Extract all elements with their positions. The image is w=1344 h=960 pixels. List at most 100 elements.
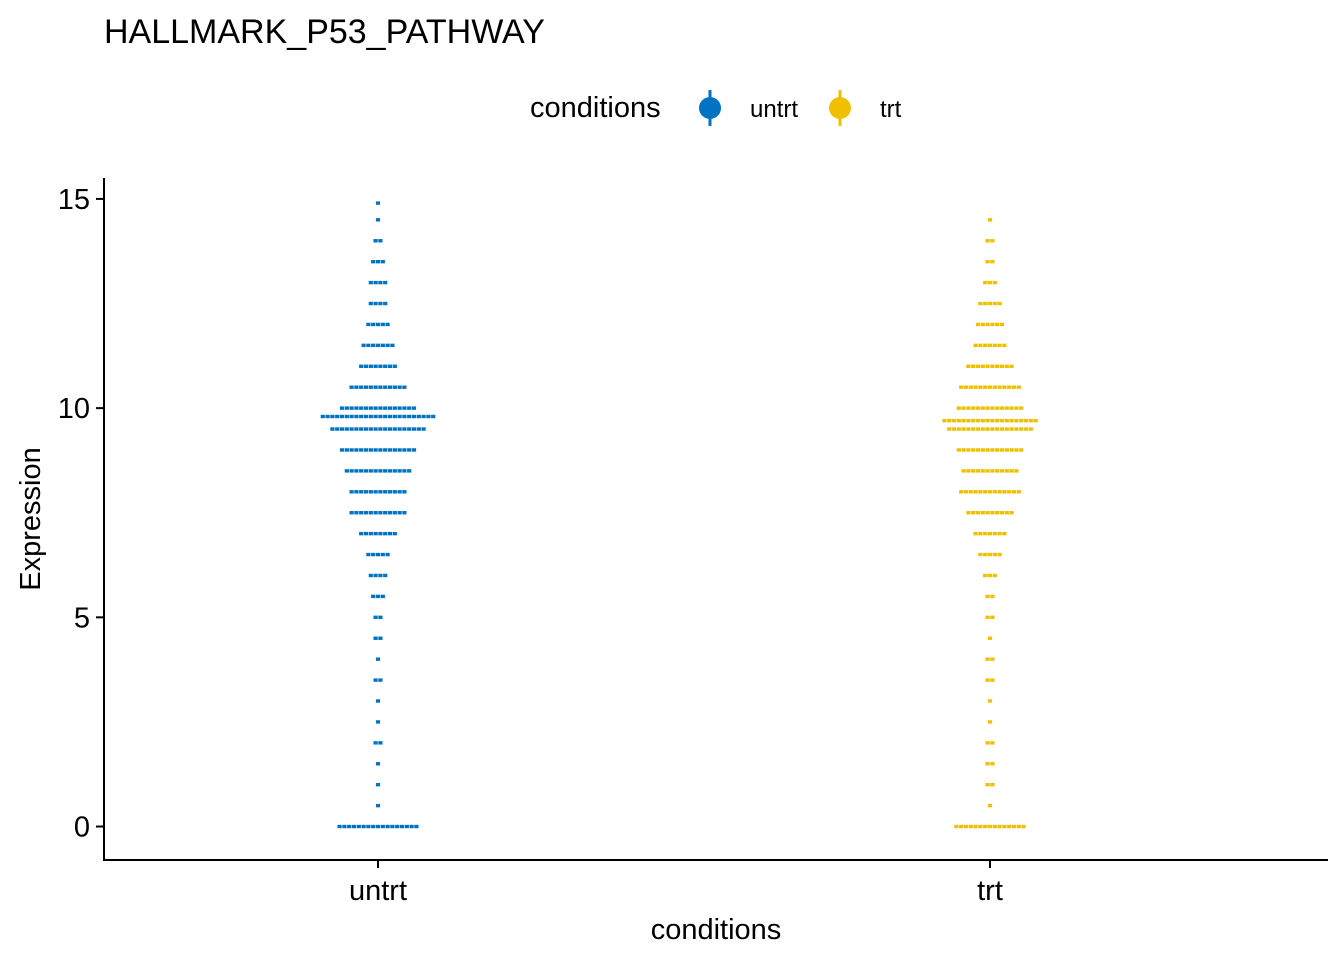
dot-trt <box>985 322 990 327</box>
dot-trt <box>956 427 961 431</box>
dot-untrt <box>397 406 402 410</box>
dot-untrt <box>359 490 364 494</box>
dot-untrt <box>371 552 376 557</box>
dot-untrt <box>363 364 369 368</box>
dot-untrt <box>378 427 383 431</box>
dot-trt <box>999 418 1005 423</box>
dot-trt <box>1011 490 1017 494</box>
dot-trt <box>1014 448 1019 452</box>
dot-untrt <box>359 406 364 410</box>
x-tick-label: trt <box>977 875 1003 907</box>
dot-untrt <box>363 490 369 494</box>
dot-trt <box>966 406 971 410</box>
dot-trt <box>973 824 978 829</box>
dot-trt <box>990 406 995 410</box>
dot-trt <box>1019 427 1024 431</box>
dot-untrt <box>361 824 366 829</box>
dot-trt <box>992 280 997 285</box>
dot-untrt <box>383 531 388 536</box>
dot-untrt <box>368 469 373 473</box>
dot-trt <box>990 427 995 431</box>
dot-untrt <box>363 511 369 515</box>
dot-untrt <box>380 824 385 829</box>
dot-untrt <box>378 531 383 536</box>
dot-trt <box>966 427 971 431</box>
dot-untrt <box>368 531 373 536</box>
dot-untrt <box>347 824 352 829</box>
dot-trt <box>1002 531 1007 536</box>
dot-untrt <box>414 824 419 829</box>
dot-trt <box>987 280 993 285</box>
dot-untrt <box>339 427 345 431</box>
dot-trt <box>966 448 971 452</box>
dot-trt <box>985 741 990 745</box>
plot-area <box>320 201 1038 829</box>
dot-untrt <box>407 414 412 419</box>
dot-untrt <box>392 364 397 368</box>
dot-untrt <box>402 385 407 389</box>
dot-untrt <box>378 490 383 494</box>
dot-trt <box>995 406 1000 410</box>
dot-trt <box>999 427 1005 431</box>
dot-untrt <box>359 385 364 389</box>
dot-untrt <box>387 406 393 410</box>
dot-untrt <box>373 469 378 473</box>
dot-trt <box>999 322 1005 327</box>
dot-trt <box>959 385 964 389</box>
dot-trt <box>987 531 993 536</box>
dot-trt <box>985 657 990 661</box>
dot-untrt <box>330 414 335 419</box>
dot-trt <box>990 594 995 599</box>
dot-untrt <box>371 824 376 829</box>
dot-untrt <box>354 511 359 515</box>
x-axis-title: conditions <box>651 914 782 946</box>
dot-trt <box>966 469 971 473</box>
dot-trt <box>995 418 1000 423</box>
dot-trt <box>1014 406 1019 410</box>
dot-untrt <box>397 427 402 431</box>
dot-untrt <box>402 448 407 452</box>
dot-untrt <box>368 511 373 515</box>
dot-trt <box>1023 418 1029 423</box>
dot-untrt <box>383 414 388 419</box>
dot-untrt <box>421 427 426 431</box>
dot-untrt <box>380 343 385 348</box>
dot-untrt <box>368 414 373 419</box>
dot-untrt <box>411 414 417 419</box>
dot-trt <box>985 427 990 431</box>
dot-trt <box>999 364 1005 368</box>
dot-trt <box>971 406 976 410</box>
y-axis-title: Expression <box>15 447 47 590</box>
dot-untrt <box>335 414 340 419</box>
dot-trt <box>985 448 990 452</box>
dot-trt <box>997 552 1002 557</box>
dot-untrt <box>385 552 390 557</box>
dot-untrt <box>337 824 342 829</box>
series-trt <box>942 218 1038 829</box>
dot-trt <box>963 490 969 494</box>
dot-trt <box>959 824 964 829</box>
dot-untrt <box>339 414 345 419</box>
dot-trt <box>1016 490 1021 494</box>
dot-untrt <box>378 636 383 640</box>
chart-title: HALLMARK_P53_PATHWAY <box>104 13 545 51</box>
dot-untrt <box>344 469 349 473</box>
dot-untrt <box>375 322 381 327</box>
dot-untrt <box>371 259 376 264</box>
dot-untrt <box>349 511 354 515</box>
y-tick-label: 0 <box>74 812 90 844</box>
dot-untrt <box>366 552 371 557</box>
dot-untrt <box>375 552 381 557</box>
dot-trt <box>1009 448 1014 452</box>
x-axis-ticks: untrt trt <box>349 860 1003 907</box>
dot-trt <box>992 531 997 536</box>
dot-trt <box>971 511 976 515</box>
dot-untrt <box>366 343 371 348</box>
dot-trt <box>971 469 976 473</box>
dot-untrt <box>366 824 371 829</box>
dot-trt <box>973 490 978 494</box>
dot-untrt <box>397 448 402 452</box>
dot-untrt <box>380 322 385 327</box>
dot-untrt <box>373 364 378 368</box>
dot-trt <box>990 364 995 368</box>
